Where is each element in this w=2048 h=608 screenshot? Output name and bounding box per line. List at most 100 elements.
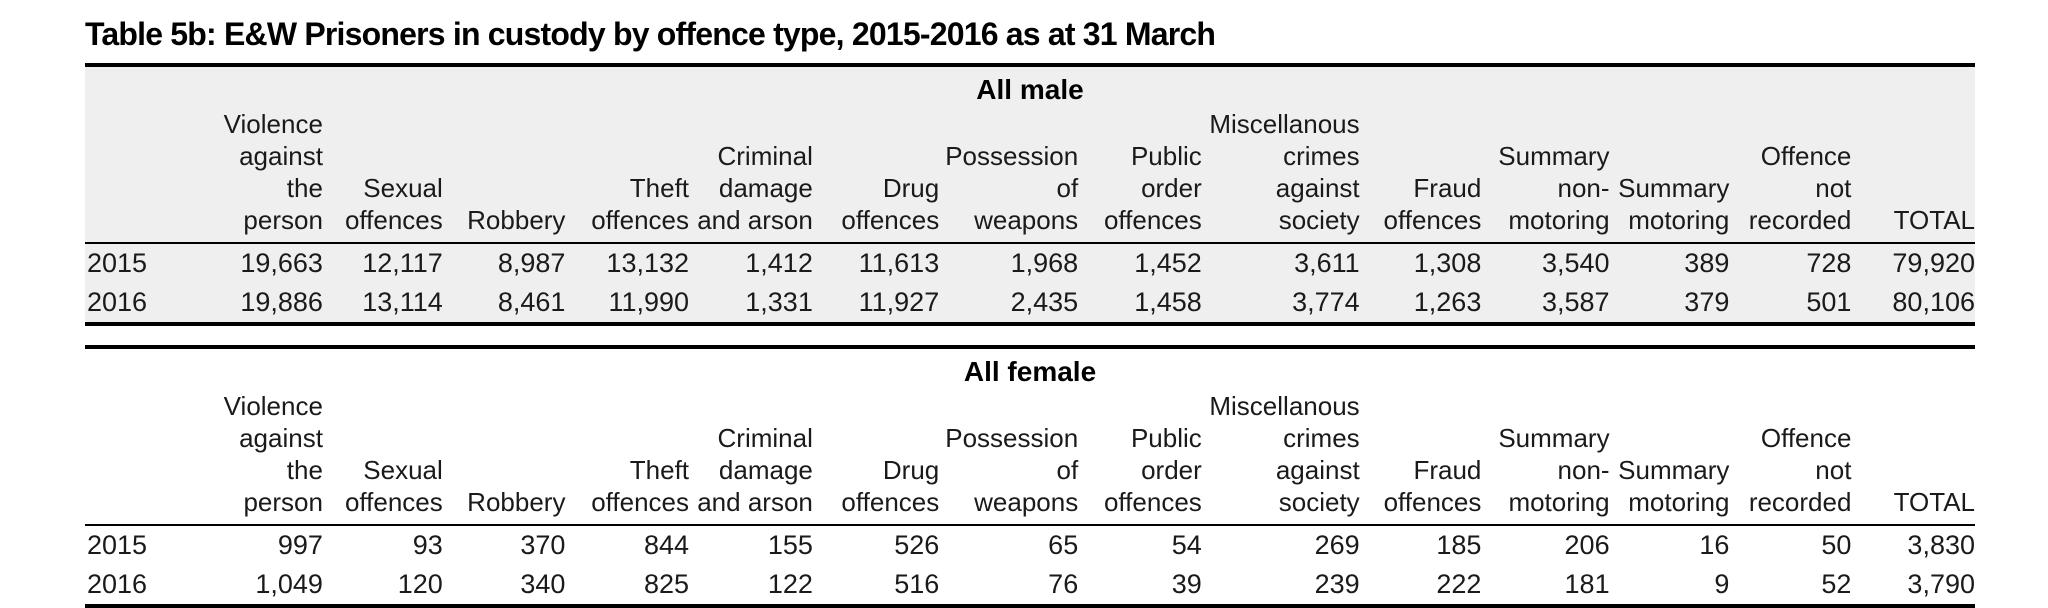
- value-violence-against-the-person: 997: [277, 530, 323, 560]
- value-drug-offences: 526: [894, 530, 940, 560]
- year-label: 2015: [87, 248, 148, 278]
- value-public-order-offences: 1,458: [1134, 287, 1202, 317]
- year-column-header: [85, 388, 161, 526]
- value-fraud-offences: 1,263: [1413, 287, 1482, 317]
- value-summary-non-motoring: 206: [1564, 530, 1610, 560]
- column-header-violence-against-the-person: Violence against the person: [160, 106, 323, 244]
- value-possession-of-weapons: 1,968: [1010, 248, 1079, 278]
- value-criminal-damage-and-arson: 155: [767, 530, 813, 560]
- value-possession-of-weapons: 76: [1048, 569, 1079, 599]
- value-summary-motoring: 16: [1699, 530, 1730, 560]
- value-fraud-offences: 1,308: [1413, 248, 1482, 278]
- year-label: 2015: [87, 530, 148, 560]
- column-header-miscellanous-crimes-against-society: Miscellanous crimes against society: [1201, 388, 1360, 526]
- column-header-summary-motoring: Summary motoring: [1609, 106, 1730, 244]
- column-header-criminal-damage-and-arson: Criminal damage and arson: [689, 388, 813, 526]
- value-public-order-offences: 54: [1171, 530, 1202, 560]
- value-public-order-offences: 39: [1171, 569, 1202, 599]
- value-violence-against-the-person: 19,663: [240, 248, 323, 278]
- value-total: 3,790: [1907, 569, 1975, 599]
- column-header-public-order-offences: Public order offences: [1078, 388, 1202, 526]
- value-robbery: 8,461: [497, 287, 566, 317]
- value-theft-offences: 825: [643, 569, 690, 599]
- column-header-possession-of-weapons: Possession of weapons: [939, 388, 1079, 526]
- column-header-public-order-offences: Public order offences: [1078, 106, 1202, 244]
- value-criminal-damage-and-arson: 1,331: [745, 287, 813, 317]
- value-summary-motoring: 389: [1684, 248, 1730, 278]
- value-offence-not-recorded: 52: [1821, 569, 1852, 599]
- value-offence-not-recorded: 501: [1806, 287, 1852, 317]
- column-header-robbery: Robbery: [442, 388, 566, 526]
- column-header-possession-of-weapons: Possession of weapons: [939, 106, 1079, 244]
- year-label: 2016: [87, 569, 148, 599]
- column-header-drug-offences: Drug offences: [812, 106, 940, 244]
- column-header-violence-against-the-person: Violence against the person: [160, 388, 323, 526]
- value-theft-offences: 13,132: [606, 248, 690, 278]
- value-total: 79,920: [1892, 248, 1975, 278]
- header-row: Violence against the person Sexual offenc…: [85, 106, 1975, 244]
- column-header-sexual-offences: Sexual offences: [322, 106, 443, 244]
- female-prisoners-section: All female Violence against the person Sex…: [85, 345, 1975, 608]
- value-sexual-offences: 93: [412, 530, 443, 560]
- value-total: 3,830: [1907, 530, 1975, 560]
- value-summary-non-motoring: 3,540: [1541, 248, 1610, 278]
- column-header-summary-non-motoring: Summary non- motoring: [1481, 388, 1610, 526]
- value-possession-of-weapons: 65: [1048, 530, 1079, 560]
- value-criminal-damage-and-arson: 1,412: [745, 248, 813, 278]
- column-header-total: TOTAL: [1851, 388, 1975, 526]
- value-summary-motoring: 9: [1714, 569, 1730, 599]
- value-offence-not-recorded: 728: [1806, 248, 1852, 278]
- male-row-2016: 2016 19,886 13,114 8,461 11,990 1,331 11,927 2,…: [85, 283, 1975, 322]
- value-drug-offences: 11,613: [858, 248, 940, 278]
- male-row-2015: 2015 19,663 12,117 8,987 13,132 1,412 11,613 1,…: [85, 243, 1975, 283]
- column-header-total: TOTAL: [1851, 106, 1975, 244]
- column-header-fraud-offences: Fraud offences: [1359, 106, 1482, 244]
- value-robbery: 370: [520, 530, 566, 560]
- male-offence-table: Violence against the person Sexual offenc…: [85, 106, 1975, 322]
- column-header-theft-offences: Theft offences: [565, 106, 690, 244]
- column-header-fraud-offences: Fraud offences: [1359, 388, 1482, 526]
- value-sexual-offences: 120: [397, 569, 443, 599]
- value-drug-offences: 11,927: [858, 287, 940, 317]
- female-row-2015: 2015 997 93 370 844 155 526 65 54 269 185 206 16 50 3,…: [85, 525, 1975, 565]
- column-header-summary-motoring: Summary motoring: [1609, 388, 1730, 526]
- value-possession-of-weapons: 2,435: [1010, 287, 1079, 317]
- column-header-offence-not-recorded: Offence not recorded: [1729, 106, 1852, 244]
- year-label: 2016: [87, 287, 148, 317]
- value-miscellanous-crimes-against-society: 3,774: [1292, 287, 1360, 317]
- column-header-sexual-offences: Sexual offences: [322, 388, 443, 526]
- male-prisoners-section: All male Violence against the person Sexua…: [85, 63, 1975, 326]
- value-miscellanous-crimes-against-society: 3,611: [1294, 248, 1360, 278]
- female-offence-table: Violence against the person Sexual offenc…: [85, 388, 1975, 604]
- female-group-label: All female: [963, 356, 1097, 387]
- value-summary-non-motoring: 181: [1564, 569, 1610, 599]
- value-sexual-offences: 13,114: [362, 287, 443, 317]
- value-theft-offences: 11,990: [608, 287, 690, 317]
- header-row: Violence against the person Sexual offenc…: [85, 388, 1975, 526]
- column-header-criminal-damage-and-arson: Criminal damage and arson: [689, 106, 813, 244]
- column-header-summary-non-motoring: Summary non- motoring: [1481, 106, 1610, 244]
- female-row-2016: 2016 1,049 120 340 825 122 516 76 39 239 222 181 9 52…: [85, 565, 1975, 604]
- table-title: Table 5b: E&W Prisoners in custody by of…: [85, 16, 1216, 52]
- value-miscellanous-crimes-against-society: 269: [1314, 530, 1360, 560]
- value-miscellanous-crimes-against-society: 239: [1314, 569, 1360, 599]
- column-header-miscellanous-crimes-against-society: Miscellanous crimes against society: [1201, 106, 1360, 244]
- year-column-header: [85, 106, 161, 244]
- value-robbery: 340: [520, 569, 566, 599]
- value-criminal-damage-and-arson: 122: [767, 569, 813, 599]
- value-total: 80,106: [1892, 287, 1975, 317]
- value-drug-offences: 516: [894, 569, 940, 599]
- value-fraud-offences: 222: [1436, 569, 1482, 599]
- column-header-drug-offences: Drug offences: [812, 388, 940, 526]
- column-header-robbery: Robbery: [442, 106, 566, 244]
- value-summary-non-motoring: 3,587: [1541, 287, 1610, 317]
- male-group-label: All male: [976, 74, 1084, 105]
- value-fraud-offences: 185: [1436, 530, 1482, 560]
- value-violence-against-the-person: 1,049: [255, 569, 323, 599]
- value-public-order-offences: 1,452: [1134, 248, 1202, 278]
- value-robbery: 8,987: [497, 248, 566, 278]
- value-summary-motoring: 379: [1684, 287, 1730, 317]
- value-sexual-offences: 12,117: [362, 248, 443, 278]
- column-header-offence-not-recorded: Offence not recorded: [1729, 388, 1852, 526]
